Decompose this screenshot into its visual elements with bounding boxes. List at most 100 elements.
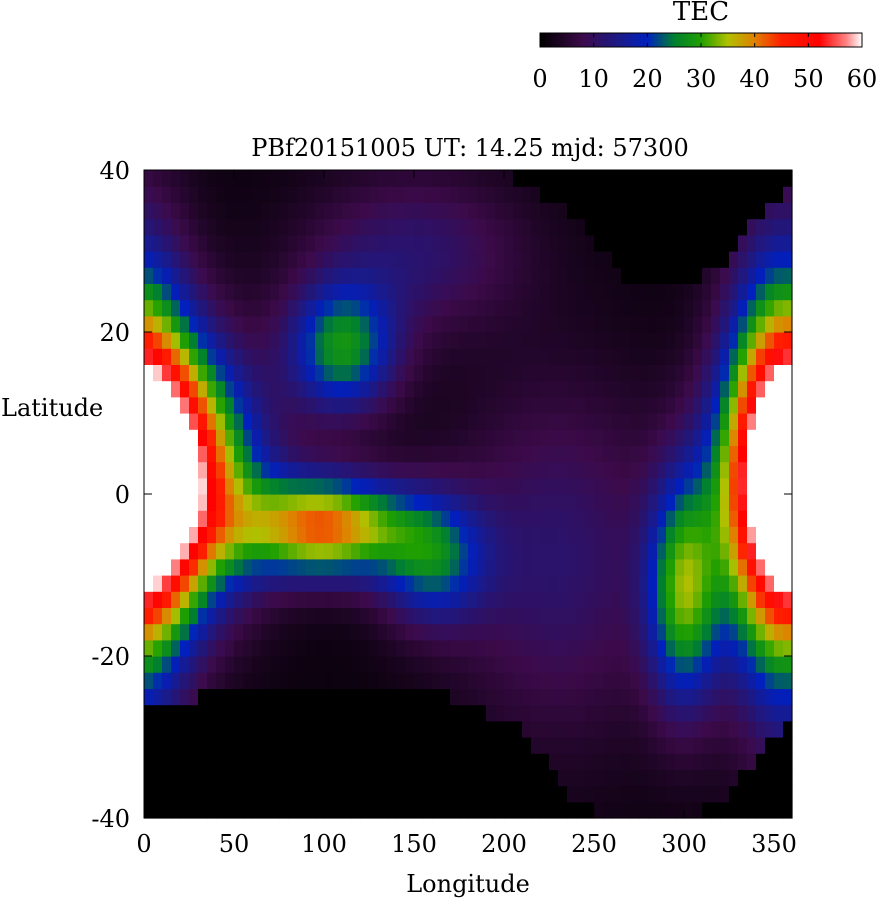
heatmap-cell — [252, 413, 262, 430]
heatmap-cell — [162, 429, 172, 446]
heatmap-cell — [720, 202, 730, 220]
heatmap-cell — [468, 639, 478, 657]
heatmap-cell — [603, 380, 613, 398]
heatmap-cell — [414, 413, 424, 430]
heatmap-cell — [234, 429, 244, 446]
heatmap-cell — [477, 299, 487, 317]
heatmap-cell — [711, 380, 721, 398]
heatmap-cell — [504, 688, 514, 706]
heatmap-cell — [207, 785, 217, 803]
heatmap-cell — [765, 315, 775, 333]
heatmap-cell — [198, 315, 208, 333]
heatmap-cell — [306, 348, 316, 365]
heatmap-cell — [378, 429, 388, 446]
heatmap-cell — [198, 461, 208, 479]
heatmap-cell — [765, 639, 775, 657]
heatmap-cell — [423, 672, 433, 689]
heatmap-cell — [414, 315, 424, 333]
heatmap-cell — [369, 704, 379, 722]
heatmap-cell — [378, 380, 388, 398]
heatmap-cell — [261, 542, 271, 560]
heatmap-cell — [279, 170, 289, 187]
heatmap-cell — [567, 607, 577, 625]
heatmap-cell — [630, 558, 640, 576]
heatmap-cell — [306, 656, 316, 673]
heatmap-cell — [648, 267, 658, 284]
heatmap-cell — [153, 461, 163, 479]
heatmap-cell — [288, 429, 298, 446]
heatmap-cell — [432, 510, 442, 527]
heatmap-cell — [585, 737, 595, 754]
heatmap-cell — [369, 510, 379, 527]
heatmap-cell — [765, 413, 775, 430]
heatmap-cell — [765, 364, 775, 382]
heatmap-cell — [405, 396, 415, 414]
heatmap-cell — [396, 785, 406, 803]
heatmap-cell — [369, 380, 379, 398]
heatmap-cell — [549, 737, 559, 754]
heatmap-cell — [450, 332, 460, 349]
heatmap-cell — [549, 332, 559, 349]
heatmap-cell — [288, 510, 298, 527]
heatmap-cell — [162, 445, 172, 463]
heatmap-cell — [225, 364, 235, 382]
heatmap-cell — [513, 315, 523, 333]
heatmap-cell — [639, 704, 649, 722]
heatmap-cell — [297, 510, 307, 527]
heatmap-cell — [657, 283, 667, 301]
heatmap-cell — [657, 542, 667, 560]
heatmap-cell — [351, 526, 361, 544]
heatmap-cell — [522, 720, 532, 738]
heatmap-cell — [783, 542, 793, 560]
heatmap-cell — [450, 769, 460, 787]
heatmap-cell — [405, 542, 415, 560]
heatmap-cell — [693, 267, 703, 284]
heatmap-cell — [729, 542, 739, 560]
heatmap-cell — [648, 510, 658, 527]
heatmap-cell — [369, 267, 379, 284]
heatmap-cell — [405, 639, 415, 657]
heatmap-cell — [162, 591, 172, 608]
heatmap-cell — [171, 542, 181, 560]
colorbar: TEC 0 10 20 30 40 50 60 — [532, 0, 877, 93]
heatmap-cell — [342, 672, 352, 689]
chart-title: PBf20151005 UT: 14.25 mjd: 57300 — [251, 134, 689, 162]
heatmap-cell — [180, 283, 190, 301]
heatmap-cell — [351, 380, 361, 398]
heatmap-cell — [549, 510, 559, 527]
heatmap-cell — [522, 607, 532, 625]
heatmap-cell — [495, 704, 505, 722]
heatmap-cell — [459, 445, 469, 463]
heatmap-cell — [504, 494, 514, 511]
heatmap-cell — [774, 607, 784, 625]
heatmap-cell — [612, 364, 622, 382]
heatmap-cell — [477, 769, 487, 787]
heatmap-cell — [459, 720, 469, 738]
heatmap-cell — [693, 299, 703, 317]
heatmap-cell — [774, 283, 784, 301]
heatmap-cell — [513, 494, 523, 511]
heatmap-cell — [171, 526, 181, 544]
heatmap-cell — [306, 623, 316, 641]
heatmap-cell — [594, 801, 604, 819]
heatmap-cell — [765, 267, 775, 284]
heatmap-cell — [495, 202, 505, 220]
heatmap-cell — [621, 251, 631, 268]
heatmap-cell — [576, 380, 586, 398]
heatmap-cell — [153, 364, 163, 382]
heatmap-cell — [567, 186, 577, 203]
heatmap-cell — [765, 348, 775, 365]
heatmap-cell — [378, 413, 388, 430]
heatmap-cell — [765, 737, 775, 754]
heatmap-cell — [522, 785, 532, 803]
heatmap-cell — [585, 575, 595, 592]
heatmap-cell — [234, 510, 244, 527]
heatmap-cell — [729, 623, 739, 641]
heatmap-cell — [612, 202, 622, 220]
heatmap-cell — [630, 380, 640, 398]
heatmap-cell — [693, 607, 703, 625]
heatmap-cell — [423, 477, 433, 495]
heatmap-cell — [450, 234, 460, 252]
heatmap-cell — [171, 720, 181, 738]
heatmap-cell — [288, 656, 298, 673]
